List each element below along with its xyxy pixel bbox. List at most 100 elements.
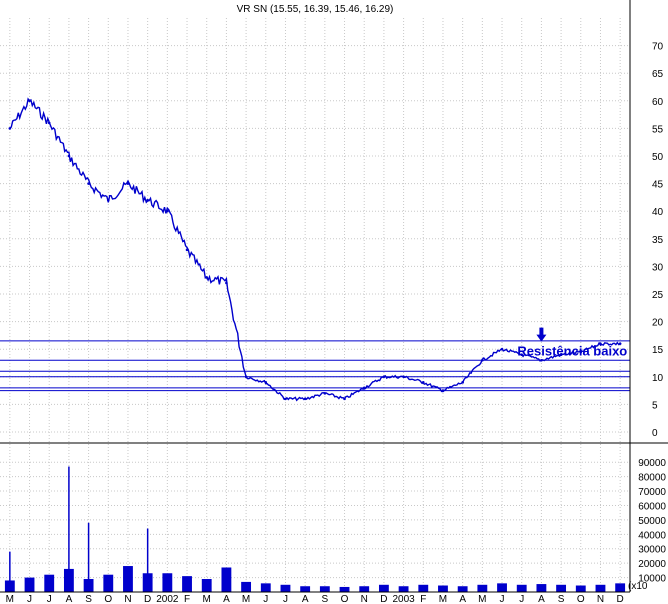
volume-tick-label: 30000 <box>638 545 666 556</box>
price-point <box>559 353 563 357</box>
price-tick-label: 35 <box>652 235 664 246</box>
x-tick-label: D <box>617 594 624 604</box>
x-tick-label: M <box>478 594 486 604</box>
x-tick-label: S <box>558 594 565 604</box>
price-point <box>323 392 327 395</box>
x-tick-label: M <box>439 594 447 604</box>
x-tick-label: J <box>263 594 268 604</box>
x-tick-label: S <box>85 594 92 604</box>
price-tick-label: 55 <box>652 124 664 135</box>
volume-tick-label: 40000 <box>638 530 666 541</box>
price-line <box>9 97 621 402</box>
x-tick-label: S <box>322 594 329 604</box>
volume-tick-label: 90000 <box>638 458 666 469</box>
x-tick-label: A <box>66 594 73 604</box>
x-tick-label: J <box>283 594 288 604</box>
volume-tick-label: 70000 <box>638 487 666 498</box>
x-tick-label: A <box>538 594 545 604</box>
x-tick-label: M <box>242 594 250 604</box>
price-point <box>8 127 12 130</box>
labels: VR SN (15.55, 16.39, 15.46, 16.29) (x10 … <box>237 4 648 592</box>
price-tick-label: 40 <box>652 207 664 218</box>
price-point <box>540 358 543 362</box>
plot-background <box>0 0 630 592</box>
x-tick-label: J <box>519 594 524 604</box>
x-tick-label: F <box>184 594 190 604</box>
volume-tick-label: 50000 <box>638 516 666 527</box>
price-point <box>303 397 307 401</box>
volume-bar <box>280 584 291 592</box>
price-point <box>520 353 524 357</box>
x-tick-label: N <box>597 594 604 604</box>
price-tick-label: 0 <box>652 428 658 439</box>
grid <box>0 18 630 592</box>
volume-bar <box>24 577 35 592</box>
volume-bar <box>182 576 192 592</box>
price-tick-label: 30 <box>652 262 664 273</box>
price-point <box>225 281 228 285</box>
support-resistance-lines <box>0 340 630 392</box>
volume-tick-label: 20000 <box>638 559 666 570</box>
annotation-label: Resistência baixo <box>517 344 627 359</box>
price-point <box>28 99 31 103</box>
x-tick-label: J <box>500 594 505 604</box>
price-point <box>382 375 386 379</box>
volume-bar <box>201 579 212 592</box>
price-point <box>421 381 425 384</box>
price-point <box>106 198 110 202</box>
price-point <box>87 182 90 185</box>
volume-bar <box>339 586 350 592</box>
volume-bar <box>300 586 311 592</box>
volume-bar <box>378 584 389 592</box>
price-point <box>126 182 130 185</box>
volume-axis-unit: (x10 <box>628 581 648 592</box>
price-tick-label: 25 <box>652 290 664 301</box>
x-tick-label: J <box>27 594 32 604</box>
price-point <box>166 209 169 213</box>
price-point <box>579 350 583 354</box>
price-tick-label: 20 <box>652 318 664 329</box>
volume-bar <box>595 584 606 592</box>
price-point <box>599 342 602 345</box>
volume-bar <box>398 586 409 592</box>
price-point <box>618 342 622 345</box>
volume-bar <box>575 585 586 592</box>
volume-bar <box>260 583 271 592</box>
x-tick-label: F <box>420 594 426 604</box>
volume-tick-label: 10000 <box>638 574 666 585</box>
volume-series <box>4 466 626 592</box>
price-point <box>362 386 366 390</box>
volume-bar <box>418 584 429 592</box>
annotation-arrow <box>536 327 547 342</box>
price-tick-label: 60 <box>652 97 664 108</box>
volume-bar <box>319 586 330 592</box>
price-point <box>244 375 248 379</box>
volume-bar <box>359 586 370 592</box>
price-tick-label: 15 <box>652 345 664 356</box>
volume-bar <box>103 574 114 592</box>
price-tick-label: 5 <box>652 400 658 411</box>
price-point <box>47 121 51 125</box>
price-point <box>500 347 504 351</box>
price-tick-label: 70 <box>652 42 664 53</box>
volume-bar <box>497 583 507 592</box>
volume-bar <box>241 581 252 592</box>
volume-tick-label: 60000 <box>638 501 666 512</box>
price-tick-label: 45 <box>652 180 664 191</box>
volume-bar <box>123 566 133 592</box>
price-point <box>185 248 189 252</box>
price-point <box>67 154 71 158</box>
volume-tick-label: 80000 <box>638 473 666 484</box>
x-tick-label: O <box>577 594 585 604</box>
volume-bar <box>221 567 232 592</box>
price-point <box>402 375 405 379</box>
x-tick-label: 2002 <box>156 594 179 604</box>
volume-bar <box>556 584 567 592</box>
x-tick-label: A <box>223 594 230 604</box>
price-point <box>343 397 346 401</box>
chart-title: VR SN (15.55, 16.39, 15.46, 16.29) <box>237 4 394 15</box>
volume-bar <box>162 573 173 592</box>
price-series <box>8 97 622 402</box>
